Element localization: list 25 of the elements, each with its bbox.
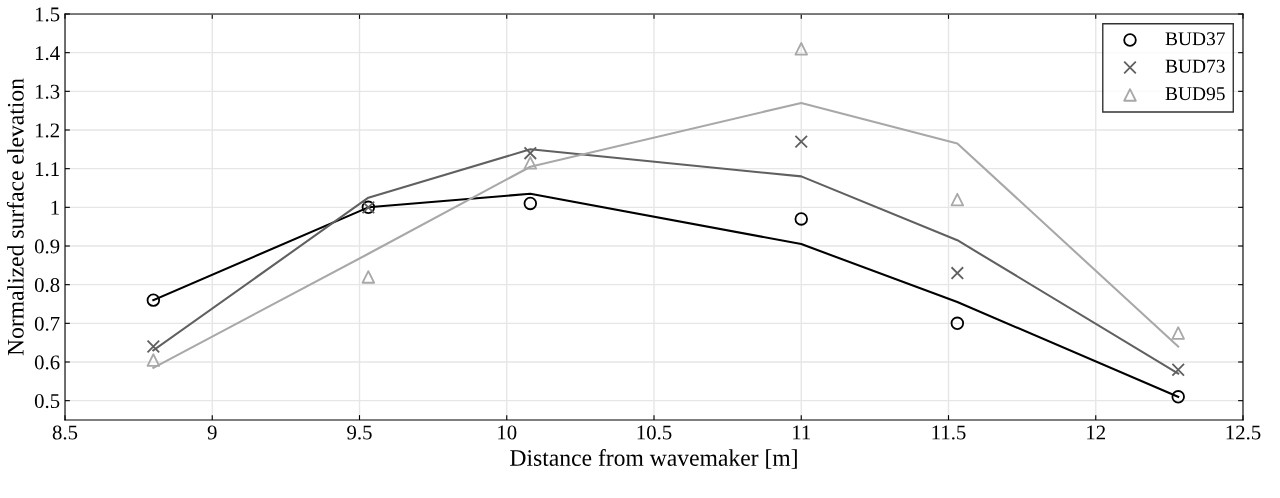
x-tick-label: 11.5: [932, 425, 966, 440]
x-tick-label: 10: [498, 425, 517, 440]
x-tick-label: 9.5: [347, 425, 372, 440]
y-tick-label: 0.6: [34, 355, 60, 370]
y-tick-label: 0.5: [34, 394, 60, 409]
x-axis-title: Distance from wavemaker [m]: [510, 449, 797, 469]
y-tick-label: 1.3: [35, 84, 60, 99]
x-tick-label: 11: [793, 425, 811, 440]
x-tick-label: 10.5: [637, 425, 672, 440]
y-tick-label: 1.4: [35, 46, 60, 61]
x-tick-label: 9: [207, 425, 217, 440]
y-tick-label: 0.8: [34, 278, 60, 293]
x-tick-label: 12.5: [1226, 425, 1261, 440]
legend-label: BUD37: [1165, 32, 1225, 46]
y-tick-label: 1.5: [35, 7, 60, 22]
y-tick-label: 1: [51, 200, 59, 215]
legend-label: BUD73: [1165, 59, 1225, 73]
y-axis-title: Normalized surface elevation: [6, 78, 24, 356]
y-tick-label: 0.9: [34, 239, 60, 254]
y-tick-label: 1.1: [35, 162, 59, 177]
x-tick-label: 8.5: [52, 425, 78, 440]
y-tick-label: 1.2: [35, 123, 59, 138]
y-tick-label: 0.7: [34, 316, 60, 331]
x-tick-label: 12: [1087, 425, 1106, 440]
legend-label: BUD95: [1165, 87, 1225, 101]
